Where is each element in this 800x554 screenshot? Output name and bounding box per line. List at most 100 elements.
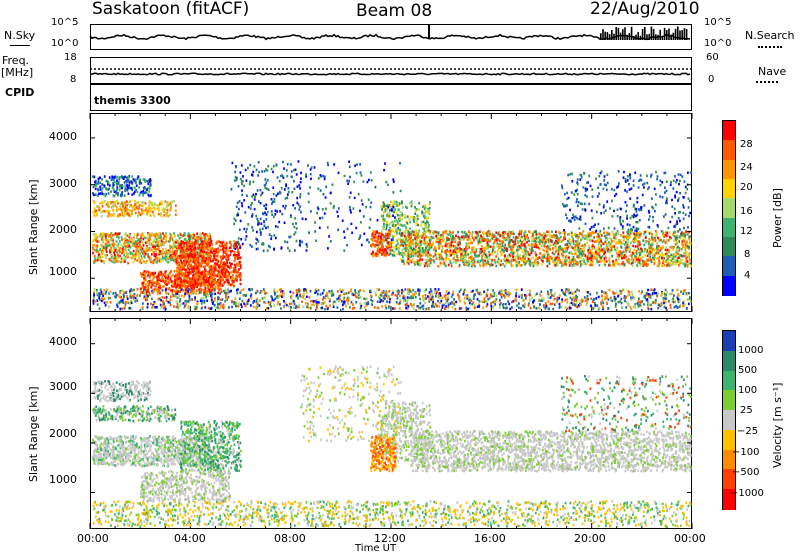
power-cell: [136, 177, 139, 180]
power-cell: [166, 203, 169, 206]
power-cell: [175, 282, 178, 286]
power-cell: [397, 213, 399, 217]
power-cell: [620, 291, 623, 295]
power-cell: [425, 241, 428, 244]
power-cell: [149, 214, 152, 217]
power-cell: [120, 257, 123, 260]
power-cell: [158, 277, 160, 280]
power-cell: [405, 228, 408, 232]
power-cell: [164, 270, 167, 273]
power-cell: [331, 292, 334, 296]
power-cb-tick-5: 8: [744, 249, 751, 260]
power-cell: [399, 210, 402, 213]
power-cell: [428, 224, 430, 227]
power-cell: [169, 271, 171, 275]
power-cell: [306, 302, 309, 306]
power-cell: [590, 297, 592, 300]
power-cell: [686, 255, 689, 259]
power-cell: [204, 233, 207, 236]
power-cell: [472, 297, 475, 300]
power-cell: [178, 263, 181, 267]
xtick-6: 00:00: [674, 532, 706, 545]
power-cell: [438, 292, 440, 295]
power-cell: [143, 281, 145, 285]
power-cell: [233, 267, 235, 270]
power-cell: [476, 291, 479, 295]
power-cell: [609, 296, 612, 300]
power-cell: [575, 299, 578, 302]
power-cell: [101, 200, 104, 204]
power-cell: [99, 185, 102, 189]
power-cell: [184, 260, 187, 263]
power-cell: [217, 264, 220, 268]
power-cell: [167, 249, 170, 252]
power-cell: [159, 232, 162, 236]
power-cell: [165, 212, 168, 215]
power-cell: [463, 288, 466, 292]
power-cell: [133, 179, 136, 183]
power-cell: [393, 230, 396, 234]
colorbar-segment: [723, 121, 735, 141]
power-cell: [398, 247, 401, 250]
power-cell: [199, 249, 202, 252]
power-cell: [115, 294, 118, 297]
power-cell: [172, 254, 175, 258]
power-cell: [446, 300, 449, 303]
colorbar-segment: [723, 179, 735, 199]
power-cell: [424, 301, 427, 305]
power-cell: [171, 295, 174, 298]
power-cell: [504, 248, 507, 252]
power-cell: [302, 294, 305, 298]
power-cell: [174, 204, 177, 207]
power-cell: [92, 238, 95, 242]
power-cell: [117, 232, 119, 236]
power-cell: [114, 291, 117, 295]
power-cell: [185, 262, 188, 266]
power-cell: [521, 235, 523, 239]
power-cell: [630, 290, 633, 294]
power-cell: [157, 283, 160, 286]
power-cell: [130, 299, 132, 303]
power-cell: [373, 306, 376, 309]
power-cell: [116, 305, 119, 308]
power-cell: [114, 256, 117, 259]
power-cell: [154, 271, 156, 275]
power-cell: [117, 208, 120, 211]
power-cell: [225, 297, 228, 300]
power-cell: [470, 241, 472, 245]
power-cell: [396, 202, 399, 205]
power-cell: [600, 302, 602, 306]
power-cell: [195, 281, 198, 285]
power-cell: [116, 257, 119, 261]
power-cell: [100, 211, 103, 214]
power-cell: [167, 275, 170, 279]
power-cell: [436, 290, 438, 294]
power-cell: [115, 191, 118, 195]
power-cell: [171, 289, 174, 292]
power-cell: [128, 241, 131, 245]
power-cell: [169, 250, 171, 254]
power-cell: [174, 234, 176, 237]
power-cell: [336, 290, 339, 293]
power-cell: [378, 288, 381, 291]
power-cell: [492, 305, 495, 308]
power-cell: [277, 296, 280, 300]
power-cell: [413, 220, 416, 223]
power-cell: [517, 263, 520, 267]
power-cell: [499, 306, 501, 309]
power-cell: [117, 181, 120, 184]
power-cell: [109, 202, 112, 205]
power-cell: [309, 307, 312, 310]
power-cell: [385, 220, 387, 223]
power-cell: [213, 269, 216, 272]
power-cell: [632, 244, 635, 248]
colorbar-segment: [723, 350, 735, 372]
power-cell: [219, 292, 221, 295]
power-cell: [652, 301, 654, 304]
power-cell: [160, 215, 163, 218]
power-cell: [386, 214, 389, 217]
power-cell: [145, 293, 148, 296]
power-cell: [119, 296, 121, 299]
power-cell: [98, 205, 100, 208]
power-cell: [125, 179, 128, 183]
